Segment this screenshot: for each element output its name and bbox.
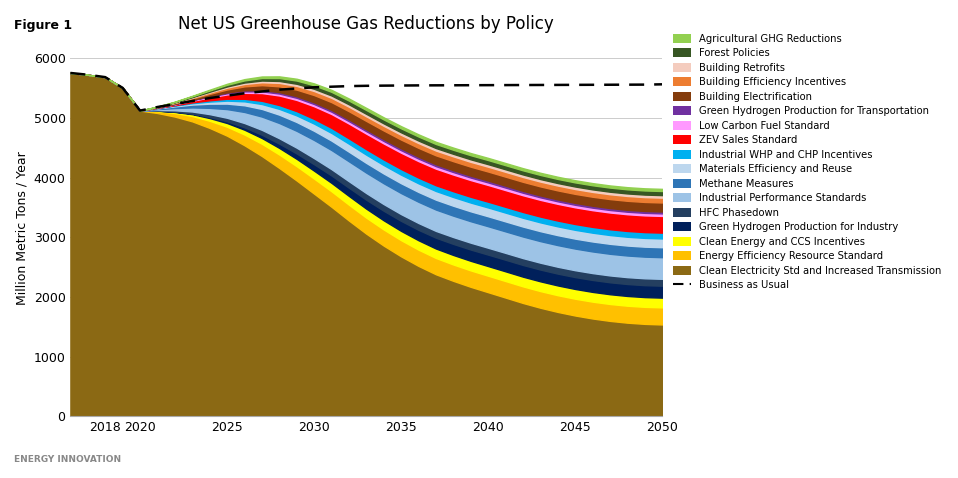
Text: Figure 1: Figure 1 bbox=[14, 19, 73, 32]
Title: Net US Greenhouse Gas Reductions by Policy: Net US Greenhouse Gas Reductions by Poli… bbox=[178, 15, 554, 33]
Text: ENERGY INNOVATION: ENERGY INNOVATION bbox=[14, 455, 122, 464]
Legend: Agricultural GHG Reductions, Forest Policies, Building Retrofits, Building Effic: Agricultural GHG Reductions, Forest Poli… bbox=[673, 34, 942, 290]
Y-axis label: Million Metric Tons / Year: Million Metric Tons / Year bbox=[15, 152, 28, 305]
